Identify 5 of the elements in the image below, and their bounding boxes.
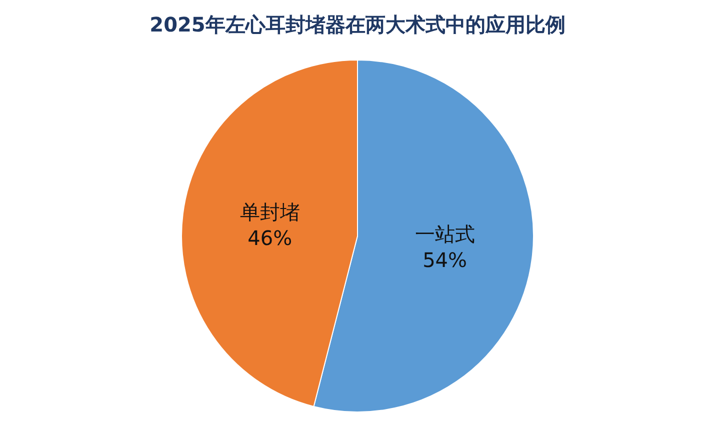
chart-title: 2025年左心耳封堵器在两大术式中的应用比例 xyxy=(150,12,566,36)
slice-label: 一站式 xyxy=(414,222,475,246)
data-label: 46% xyxy=(248,226,292,250)
data-label: 54% xyxy=(422,248,468,272)
slice-label: 单封堵 xyxy=(240,200,300,224)
